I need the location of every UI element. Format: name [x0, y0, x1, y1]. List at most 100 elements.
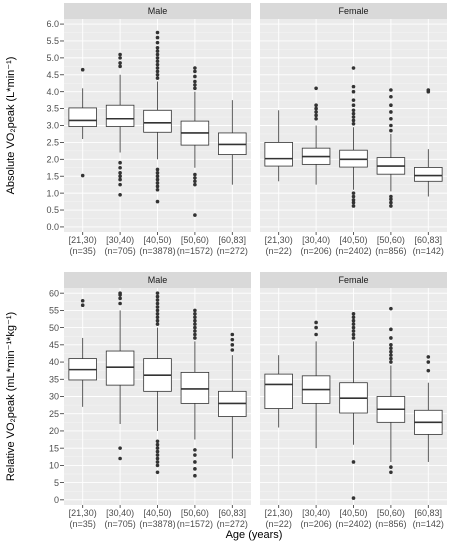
outlier-point — [155, 49, 160, 53]
y-tick-label: 1.0 — [46, 188, 59, 198]
y-tick-label: 0 — [54, 495, 59, 505]
outlier-point — [155, 453, 160, 457]
outlier-point — [155, 177, 160, 182]
outlier-point — [389, 346, 393, 351]
outlier-point — [118, 52, 122, 57]
outlier-point — [118, 446, 122, 450]
outlier-point — [389, 204, 393, 208]
outlier-point — [351, 329, 356, 333]
outlier-point — [351, 122, 356, 126]
facet-female: Female [21,30)(n=22) [30,40)(n=206) [40,50)… — [260, 272, 447, 529]
x-tick-label: [60,83] — [219, 508, 247, 518]
outlier-point — [389, 306, 393, 311]
x-tick-count: (n=206) — [300, 246, 331, 256]
outlier-point — [155, 449, 160, 454]
outlier-point — [314, 116, 318, 121]
y-tick-label: 2.0 — [46, 154, 59, 164]
outlier-point — [351, 84, 356, 89]
x-tick-count: (n=705) — [104, 519, 135, 529]
outlier-point — [155, 199, 160, 204]
x-tick-label: [40,50) — [143, 508, 171, 518]
box-[50,60) — [180, 66, 210, 217]
outlier-point — [351, 194, 356, 199]
outlier-point — [351, 204, 356, 208]
y-tick-label: 40 — [49, 357, 59, 367]
x-tick-count: (n=856) — [375, 519, 406, 529]
x-tick-count: (n=35) — [70, 246, 96, 256]
outlier-point — [193, 448, 197, 452]
y-tick-label: 3.5 — [46, 104, 59, 114]
outlier-point — [193, 325, 197, 330]
box-[50,60) — [376, 306, 406, 475]
outlier-point — [155, 470, 160, 475]
outlier-point — [193, 329, 197, 333]
outlier-point — [155, 460, 160, 464]
outlier-point — [155, 174, 160, 179]
outlier-point — [351, 460, 356, 464]
outlier-point — [193, 332, 197, 337]
box-iqr — [105, 104, 135, 127]
facet-strip — [260, 272, 447, 288]
x-tick-label: [60,83] — [415, 235, 443, 245]
outlier-point — [193, 79, 197, 84]
y-tick-label: 15 — [49, 443, 59, 453]
outlier-point — [230, 332, 235, 337]
x-tick-label: [50,60) — [181, 508, 209, 518]
x-tick-count: (n=1572) — [177, 519, 213, 529]
outlier-point — [389, 88, 393, 92]
outlier-point — [314, 325, 318, 330]
outlier-point — [351, 115, 356, 119]
outlier-point — [193, 318, 197, 323]
outlier-point — [193, 336, 197, 340]
outlier-point — [351, 496, 356, 500]
outlier-point — [351, 89, 356, 94]
outlier-point — [351, 325, 356, 330]
outlier-point — [351, 191, 356, 195]
outlier-point — [155, 305, 160, 309]
outlier-point — [118, 61, 122, 65]
facet-strip — [64, 3, 251, 19]
outlier-point — [155, 315, 160, 320]
outlier-point — [389, 349, 393, 354]
outlier-point — [155, 69, 160, 74]
facet-strip-label: Female — [338, 275, 368, 285]
facet-strip-label: Male — [148, 275, 168, 285]
outlier-point — [118, 56, 122, 60]
outlier-point — [193, 312, 197, 316]
outlier-point — [314, 106, 318, 111]
y-tick-label: 3.0 — [46, 121, 59, 131]
box-[21,30) — [68, 298, 97, 407]
outlier-point — [351, 312, 356, 316]
outlier-point — [155, 59, 160, 64]
box-[21,30) — [264, 110, 293, 182]
outlier-point — [155, 298, 160, 302]
outlier-point — [118, 301, 122, 306]
x-tick-count: (n=142) — [413, 519, 444, 529]
outlier-point — [155, 446, 160, 450]
y-axis-title: Absolute VO₂peak (L*min⁻¹) — [5, 57, 17, 195]
y-tick-label: 5.5 — [46, 36, 59, 46]
box-[30,40) — [105, 52, 135, 197]
outlier-point — [193, 74, 197, 79]
outlier-point — [118, 193, 122, 197]
y-tick-label: 6.0 — [46, 19, 59, 29]
outlier-point — [80, 298, 85, 303]
facet-male: Male[21,30)(n=35)[30,40)(n=705)[40,50)(n… — [64, 3, 251, 256]
outlier-point — [155, 66, 160, 70]
outlier-point — [193, 86, 197, 91]
x-tick-label: [21,30) — [69, 508, 97, 518]
x-tick-label: [30,40) — [106, 508, 134, 518]
outlier-point — [155, 187, 160, 192]
box-iqr — [105, 350, 135, 386]
facet-strip-label: Male — [148, 6, 168, 16]
y-tick-label: 20 — [49, 426, 59, 436]
box-iqr — [414, 167, 443, 182]
outlier-point — [351, 66, 356, 70]
outlier-point — [80, 173, 85, 178]
outlier-point — [155, 318, 160, 323]
x-tick-count: (n=272) — [217, 519, 248, 529]
outlier-point — [314, 110, 318, 114]
outlier-point — [118, 174, 122, 179]
outlier-point — [193, 308, 197, 313]
outlier-point — [351, 108, 356, 113]
